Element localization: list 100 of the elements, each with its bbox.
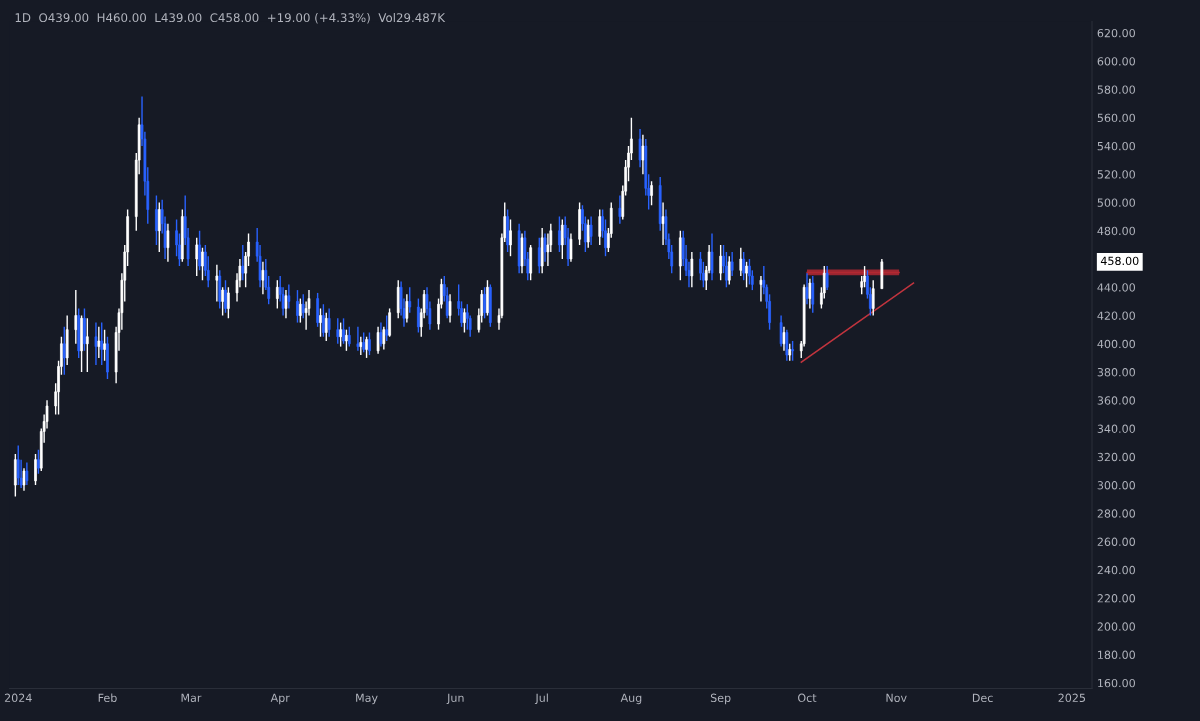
candlestick: [97, 326, 101, 359]
y-tick-label: 240.00: [1097, 565, 1135, 575]
candlestick: [569, 232, 573, 263]
candlestick: [261, 261, 265, 296]
candlestick: [322, 303, 325, 338]
candlestick: [779, 314, 783, 348]
candlestick: [376, 326, 380, 355]
candlestick: [388, 307, 391, 338]
x-tick-label: 2025: [1058, 693, 1086, 703]
candlestick: [690, 251, 694, 288]
candlestick: [25, 461, 29, 486]
candlestick: [719, 244, 722, 281]
candlestick: [825, 265, 829, 291]
x-tick-label: Mar: [181, 693, 202, 703]
candlestick: [483, 286, 486, 320]
candlestick: [365, 336, 368, 359]
candlestick: [100, 321, 104, 366]
candlestick: [359, 336, 363, 356]
text: 458.00: [1100, 256, 1139, 266]
candlestick: [543, 232, 547, 263]
x-tick-label: Apr: [270, 693, 290, 705]
candlestick: [275, 279, 279, 310]
candlestick: [80, 314, 83, 373]
candlestick: [339, 321, 343, 348]
candlestick: [598, 208, 602, 246]
y-tick-label: 340.00: [1097, 424, 1135, 433]
candlestick: [710, 232, 714, 281]
x-tick-label: Oct: [798, 693, 817, 703]
y-tick-label: 480.00: [1097, 226, 1135, 236]
candlestick: [488, 283, 492, 328]
y-tick-label: 500.00: [1097, 198, 1135, 207]
candlestick: [782, 326, 786, 352]
candlestick: [287, 283, 291, 310]
candlestick: [463, 307, 466, 334]
y-tick-label: 380.00: [1097, 368, 1135, 377]
candlestick: [618, 194, 622, 225]
candlestick: [745, 261, 748, 288]
candlestick: [316, 292, 319, 328]
candlestick: [871, 279, 875, 317]
candlestick: [94, 321, 98, 366]
x-tick-label: May: [356, 693, 378, 705]
y-tick-label: 280.00: [1097, 509, 1135, 518]
y-tick-label: 160.00: [1098, 678, 1135, 688]
candlestick: [198, 230, 201, 272]
y-tick-label: 320.00: [1097, 452, 1135, 462]
y-tick-label: 220.00: [1097, 594, 1135, 603]
x-tick-label: Aug: [620, 693, 642, 705]
candlestick: [578, 201, 581, 246]
candlestick: [727, 255, 731, 286]
y-tick-label: 420.00: [1097, 311, 1135, 320]
candlestick: [739, 247, 743, 277]
candlestick: [448, 293, 452, 324]
candlestick: [224, 279, 227, 314]
x-tick-label: Jun: [446, 693, 464, 705]
candlestick: [650, 180, 653, 207]
y-tick-label: 520.00: [1097, 170, 1135, 179]
candlestick: [759, 275, 763, 303]
x-tick-label: 2024: [4, 693, 32, 703]
y-tick-label: 440.00: [1097, 283, 1135, 292]
y-tick-label: 400.00: [1097, 339, 1135, 349]
x-tick-label: Dec: [972, 693, 993, 703]
candlestick: [560, 218, 564, 260]
candlestick: [356, 326, 360, 352]
y-tick-label: 600.00: [1097, 57, 1135, 66]
candlestick: [201, 247, 204, 281]
candlestick: [37, 449, 40, 475]
candlestick: [808, 278, 812, 310]
candlestick: [811, 275, 815, 314]
candlestick: [106, 336, 109, 380]
candlestick: [379, 321, 383, 348]
y-tick-label: 580.00: [1097, 85, 1135, 94]
y-tick-label: 560.00: [1097, 113, 1135, 123]
y-tick-label: 200.00: [1097, 622, 1135, 631]
x-tick-label: Feb: [98, 693, 117, 703]
candlestick: [284, 289, 288, 320]
candlestick: [529, 244, 533, 281]
y-tick-label: 180.00: [1098, 650, 1135, 660]
candlestick: [296, 289, 299, 324]
y-tick-label: 360.00: [1097, 396, 1135, 405]
x-tick-label: Sep: [710, 693, 731, 705]
candlestick: [345, 328, 348, 352]
candlestick: [417, 297, 420, 334]
candlestick: [336, 317, 340, 345]
candlestick: [215, 263, 219, 303]
y-tick-label: 260.00: [1097, 537, 1135, 546]
candlestick: [34, 453, 37, 486]
y-tick-label: 540.00: [1097, 141, 1135, 151]
candlestick: [748, 258, 751, 286]
candlestick: [166, 222, 170, 263]
candlestick: [103, 328, 106, 362]
candlestick: [14, 453, 17, 498]
candlestick: [342, 317, 345, 345]
candlestick: [537, 237, 541, 274]
candlestick: [509, 218, 512, 257]
candlestick: [506, 208, 509, 253]
candlestick: [486, 279, 489, 317]
candlestick: [678, 230, 682, 281]
candlestick: [730, 251, 734, 277]
candlestick: [227, 286, 230, 320]
candlestick: [327, 307, 331, 338]
